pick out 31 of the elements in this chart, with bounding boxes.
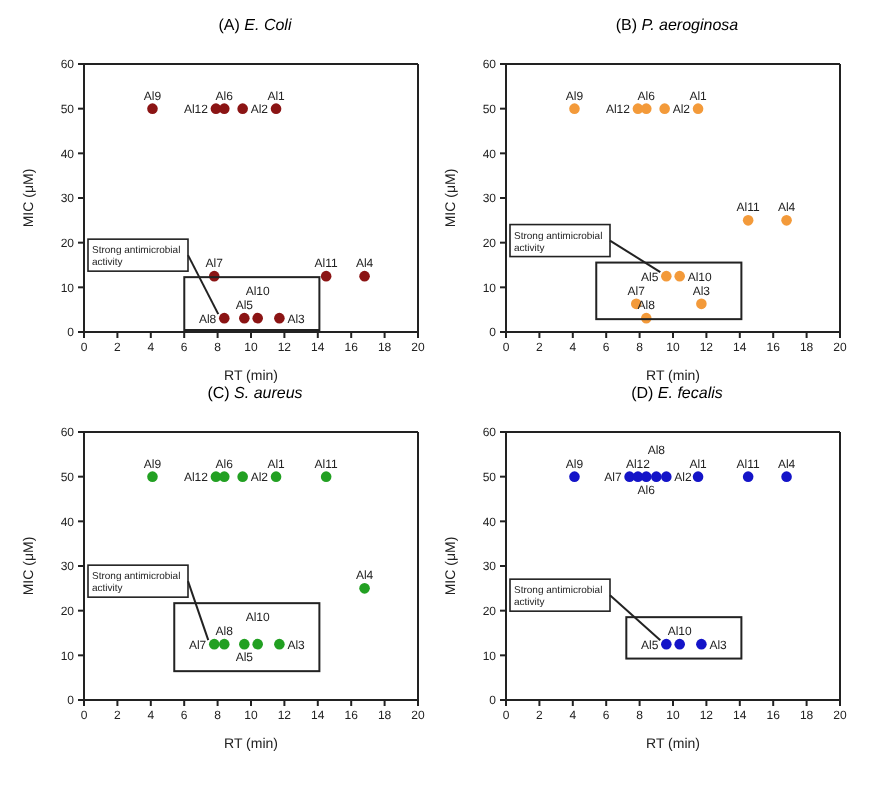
- point: [692, 103, 704, 114]
- point: [218, 638, 230, 650]
- point: [742, 215, 754, 226]
- point: [237, 471, 248, 482]
- point: [237, 103, 248, 114]
- point: [270, 471, 282, 482]
- point: [239, 312, 250, 324]
- point: [239, 638, 250, 650]
- chart-title: (C) S. aureus: [205, 384, 305, 406]
- point: [696, 298, 707, 310]
- chart-title: (D) E. fecalis: [629, 384, 725, 406]
- point: [320, 471, 332, 482]
- point: [659, 103, 670, 114]
- point: [208, 638, 220, 650]
- point: [661, 270, 672, 282]
- point: [147, 471, 158, 482]
- point: [270, 103, 282, 114]
- point: [359, 583, 370, 594]
- chart-title: (A) E. Coli: [216, 16, 294, 38]
- chart-title: (B) P. aeroginosa: [613, 16, 741, 38]
- point: [252, 638, 263, 650]
- point: [274, 312, 285, 324]
- point: [359, 270, 370, 282]
- point: [781, 215, 792, 226]
- point: [569, 103, 580, 114]
- point: [274, 638, 285, 650]
- point: [674, 270, 685, 282]
- point: [147, 103, 158, 114]
- point: [252, 312, 263, 324]
- point: [218, 312, 230, 324]
- point: [320, 270, 332, 282]
